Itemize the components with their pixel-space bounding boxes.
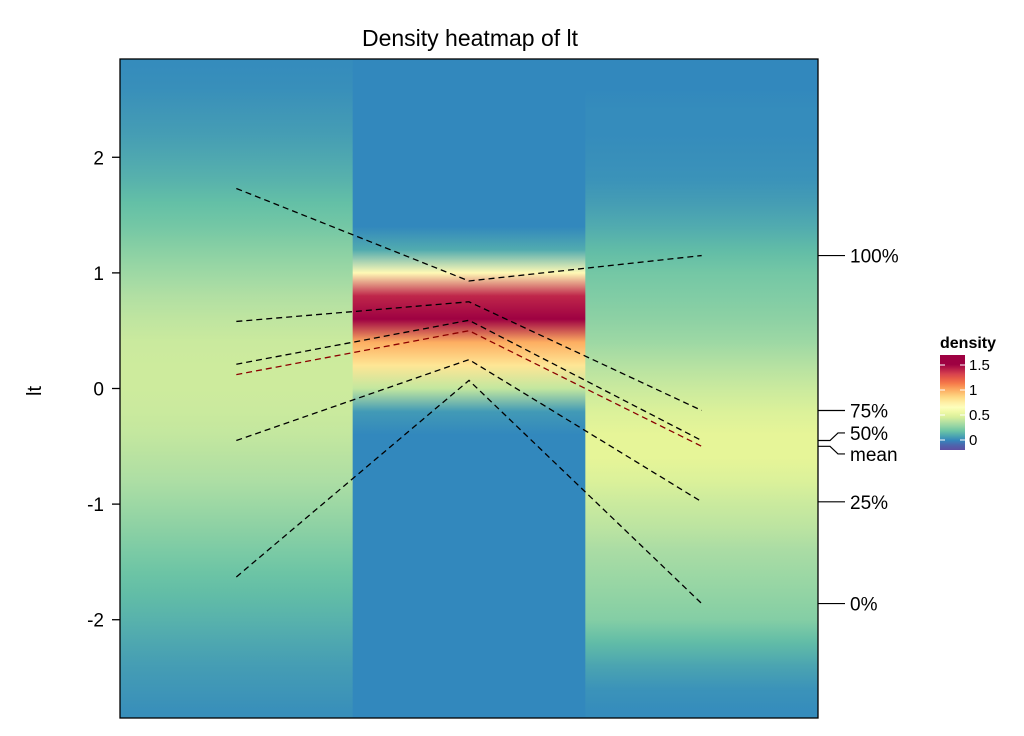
chart-title: Density heatmap of lt <box>362 25 579 51</box>
y-tick-label: 0 <box>93 380 104 401</box>
quantile-label: 50% <box>850 424 888 445</box>
y-axis: 2 1 0 -1 -2 <box>87 148 120 632</box>
y-tick-label: -2 <box>87 611 104 632</box>
y-tick-label: 2 <box>93 148 104 169</box>
quantile-label: mean <box>850 445 898 466</box>
quantile-label-leader <box>818 445 845 455</box>
quantile-label-leader <box>818 432 845 442</box>
y-tick-label: -1 <box>87 495 104 516</box>
heatmap-column-3 <box>585 59 819 718</box>
heatmap-column-2 <box>352 59 586 718</box>
legend: density 1.5 1 0.5 0 <box>940 335 996 450</box>
legend-title: density <box>940 335 996 352</box>
quantile-line-0pct <box>235 379 703 605</box>
legend-tick-label: 0.5 <box>969 407 990 424</box>
quantile-label: 25% <box>850 493 888 514</box>
quantile-line-100pct <box>236 187 702 282</box>
quantile-label: 100% <box>850 247 899 268</box>
legend-colorbar <box>940 355 965 450</box>
quantile-lines <box>235 187 703 605</box>
quantile-label: 0% <box>850 595 878 616</box>
quantile-line-75pct <box>236 301 702 412</box>
heatmap-columns <box>120 59 819 718</box>
legend-tick-label: 0 <box>969 432 977 449</box>
quantile-label: 75% <box>850 401 888 422</box>
quantile-line-25pct <box>236 358 703 503</box>
y-tick-label: 1 <box>93 264 104 285</box>
legend-tick-label: 1 <box>969 382 977 399</box>
legend-tick-label: 1.5 <box>969 357 990 374</box>
heatmap-column-1 <box>120 59 354 718</box>
quantile-labels: 100% 75%50%mean 25% 0% <box>818 247 899 616</box>
y-axis-label: lt <box>24 386 46 396</box>
quantile-line-50pct <box>236 319 702 442</box>
